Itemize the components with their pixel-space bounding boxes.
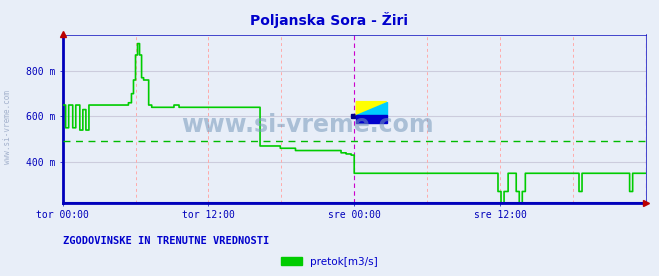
Legend: pretok[m3/s]: pretok[m3/s] [277,253,382,271]
Text: ZGODOVINSKE IN TRENUTNE VREDNOSTI: ZGODOVINSKE IN TRENUTNE VREDNOSTI [63,236,269,246]
Text: www.si-vreme.com: www.si-vreme.com [181,113,434,137]
Polygon shape [357,102,387,115]
Bar [357,115,387,123]
Text: Poljanska Sora - Žiri: Poljanska Sora - Žiri [250,12,409,28]
Text: www.si-vreme.com: www.si-vreme.com [3,90,13,164]
Polygon shape [357,102,387,115]
